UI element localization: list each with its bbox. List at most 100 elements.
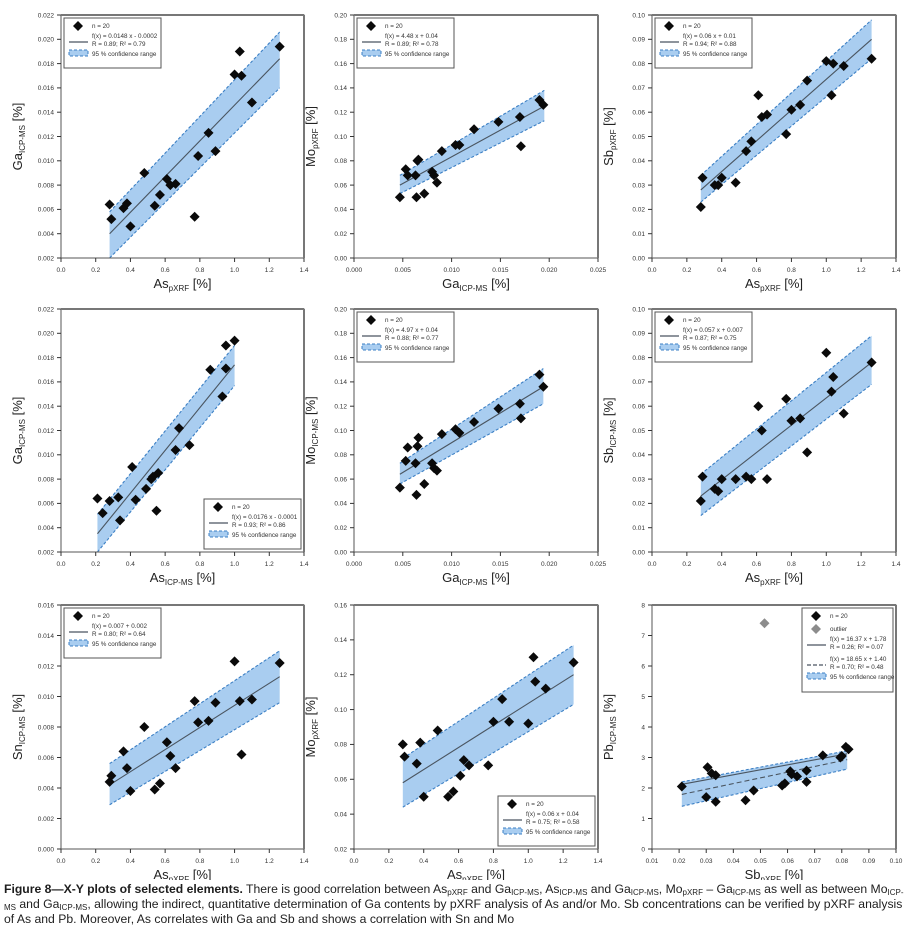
confidence-upper-line [109, 650, 281, 765]
confidence-lower-line [700, 383, 872, 516]
y-tick-label: 0.006 [38, 755, 55, 762]
x-tick-label: 1.4 [891, 267, 900, 274]
y-tick-label: 0.00 [334, 255, 347, 262]
y-axis-label: SbICP-MS [%] [601, 397, 618, 463]
data-point [838, 408, 849, 419]
legend-marker-icon [664, 21, 674, 31]
x-tick-label: 1.2 [857, 267, 866, 274]
outlier-point [759, 618, 770, 629]
x-axis-label: AsICP-MS [%] [150, 570, 216, 587]
data-point [866, 357, 877, 368]
x-tick-label: 1.0 [230, 561, 239, 568]
legend-marker-icon [73, 21, 83, 31]
legend-band-icon [806, 672, 827, 680]
data-point [713, 180, 724, 191]
confidence-band [399, 90, 545, 194]
data-point [523, 718, 534, 729]
data-point [203, 127, 214, 138]
legend-marker-icon [213, 502, 223, 512]
legend-fit-equation: f(x) = 0.057 x + 0.007 [683, 327, 743, 334]
legend-band-icon [361, 49, 382, 57]
x-tick-label: 0.6 [454, 858, 463, 865]
data-point [106, 770, 117, 781]
legend-fit-equation: f(x) = 4.48 x + 0.04 [385, 33, 438, 40]
legend-fit-r: R = 0.80; R² = 0.64 [92, 631, 146, 638]
data-point [756, 425, 767, 436]
y-tick-label: 0.06 [632, 110, 645, 117]
y-tick-label: 5 [641, 694, 645, 701]
legend-confidence: 95 % confidence range [232, 532, 297, 539]
data-point [762, 474, 773, 485]
y-tick-label: 0.10 [632, 306, 645, 313]
x-tick-label: 0.4 [717, 561, 726, 568]
data-point [786, 104, 797, 115]
confidence-band [700, 19, 872, 203]
caption-text: – [702, 882, 717, 896]
data-point [429, 170, 440, 181]
y-tick-label: 0.006 [38, 501, 55, 508]
data-point [97, 508, 108, 519]
data-point [402, 442, 413, 453]
y-tick-label: 0.014 [38, 404, 55, 411]
y-tick-label: 0.10 [334, 707, 347, 714]
data-point [170, 763, 181, 774]
caption-text: and [587, 882, 615, 896]
legend-confidence: 95 % confidence range [830, 674, 895, 681]
data-point [676, 781, 687, 792]
data-point [488, 716, 499, 727]
caption-sub: ICP-MS [559, 888, 588, 897]
data-point [828, 372, 839, 383]
x-tick-label: 1.2 [265, 858, 274, 865]
y-tick-label: 0.01 [632, 231, 645, 238]
regression-line [681, 753, 848, 785]
data-point [835, 752, 846, 763]
legend-marker-icon [811, 611, 821, 621]
x-tick-label: 0.0 [349, 858, 358, 865]
data-point [695, 201, 706, 212]
data-point [402, 170, 413, 181]
x-tick-label: 1.2 [265, 561, 274, 568]
caption-text: and [16, 897, 44, 911]
x-axis-label: AspXRF [%] [153, 867, 211, 880]
legend-n: n = 20 [385, 23, 403, 30]
legend-band-icon [208, 530, 229, 538]
y-tick-label: 0.12 [334, 672, 347, 679]
x-tick-label: 0.2 [384, 858, 393, 865]
y-tick-label: 0.004 [38, 231, 55, 238]
y-tick-label: 0.04 [632, 452, 645, 459]
data-point [431, 177, 442, 188]
caption-el: Mo [870, 882, 888, 896]
data-point [497, 694, 508, 705]
caption-figure-label: Figure 8 [4, 882, 52, 896]
y-tick-label: 0.016 [38, 602, 55, 609]
y-tick-label: 0.09 [632, 37, 645, 44]
confidence-lower-line [109, 702, 280, 806]
data-point [741, 146, 752, 157]
data-point [530, 676, 541, 687]
y-tick-label: 0.14 [334, 637, 347, 644]
data-point [795, 99, 806, 110]
data-point [174, 423, 185, 434]
y-tick-label: 0.07 [632, 85, 645, 92]
y-tick-label: 0.08 [334, 742, 347, 749]
y-tick-label: 1 [641, 816, 645, 823]
data-point [149, 784, 160, 795]
y-tick-label: 0.08 [334, 158, 347, 165]
data-point [568, 657, 579, 668]
data-point [217, 391, 228, 402]
legend-fit-r: R = 0.93; R² = 0.86 [232, 522, 286, 529]
legend-confidence: 95 % confidence range [683, 51, 748, 58]
x-tick-label: 0.6 [752, 267, 761, 274]
caption-el: Ga [43, 897, 60, 911]
y-tick-label: 0.12 [334, 110, 347, 117]
y-tick-label: 0.008 [38, 476, 55, 483]
confidence-upper-line [700, 335, 872, 475]
data-point [170, 444, 181, 455]
caption-text: as well as between [760, 882, 871, 896]
y-tick-label: 0.09 [632, 331, 645, 338]
legend-n: n = 20 [526, 801, 544, 808]
y-tick-label: 0.14 [334, 85, 347, 92]
y-tick-label: 0.02 [334, 231, 347, 238]
data-point [193, 150, 204, 161]
